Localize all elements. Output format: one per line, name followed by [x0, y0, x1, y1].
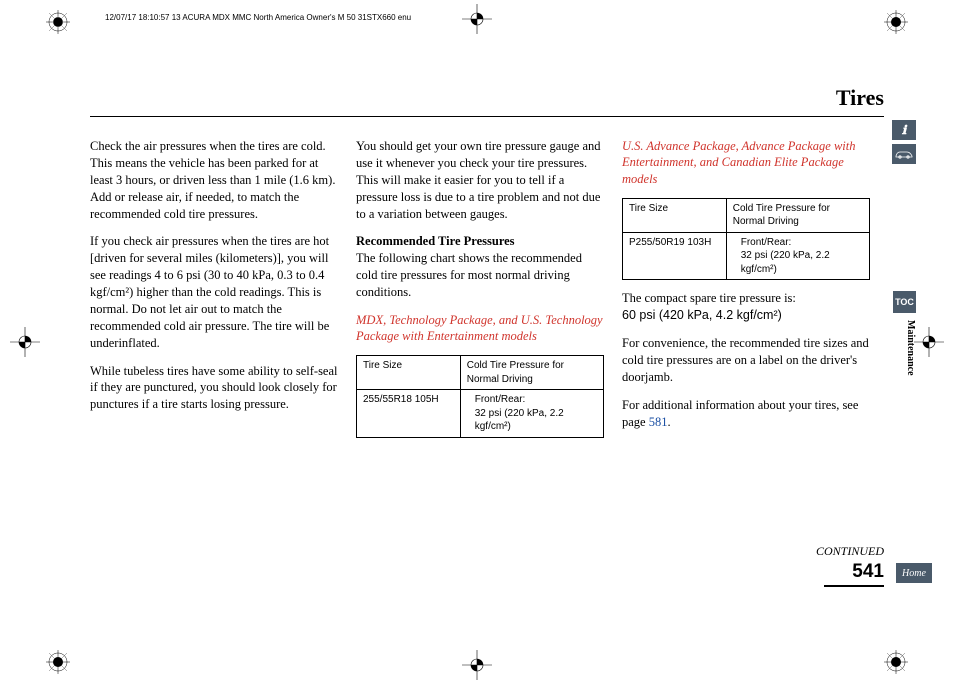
reg-mark — [10, 327, 40, 357]
crop-mark — [884, 650, 908, 674]
td-tire-size: P255/50R19 103H — [623, 232, 727, 280]
para: For additional information about your ti… — [622, 397, 870, 431]
spare-label: The compact spare tire pressure is: — [622, 291, 796, 305]
reg-mark — [914, 327, 944, 357]
section-head: Recommended Tire Pressures — [356, 234, 515, 248]
model-note: MDX, Technology Package, and U.S. Techno… — [356, 312, 604, 345]
th-tire-size: Tire Size — [623, 198, 727, 232]
pagenum-rule — [824, 585, 884, 587]
pressure-value: 32 psi (220 kPa, 2.2 kgf/cm²) — [467, 407, 597, 434]
reg-mark — [462, 4, 492, 34]
para: Recommended Tire Pressures — [356, 233, 604, 250]
td-pressure: Front/Rear: 32 psi (220 kPa, 2.2 kgf/cm²… — [460, 390, 603, 438]
column-2: You should get your own tire pressure ga… — [356, 138, 604, 448]
crop-mark — [46, 650, 70, 674]
para: If you check air pressures when the tire… — [90, 233, 338, 351]
info-tab[interactable]: ℹ — [892, 120, 916, 140]
crop-mark — [46, 10, 70, 34]
info-icon: ℹ — [902, 123, 907, 138]
page-link[interactable]: 581 — [649, 415, 668, 429]
tire-table-1: Tire Size Cold Tire Pressure for Normal … — [356, 355, 604, 438]
toc-tab[interactable]: TOC — [893, 291, 916, 313]
model-note: U.S. Advance Package, Advance Package wi… — [622, 138, 870, 187]
tire-table-2: Tire Size Cold Tire Pressure for Normal … — [622, 198, 870, 281]
reg-mark — [462, 650, 492, 680]
pressure-label: Front/Rear: — [467, 393, 597, 407]
th-pressure: Cold Tire Pressure for Normal Driving — [460, 356, 603, 390]
page-number: 541 — [852, 561, 884, 583]
pressure-label: Front/Rear: — [733, 236, 863, 250]
para: Check the air pressures when the tires a… — [90, 138, 338, 222]
para: For convenience, the recommended tire si… — [622, 335, 870, 386]
header-stamp: 12/07/17 18:10:57 13 ACURA MDX MMC North… — [105, 13, 411, 22]
spare-value: 60 psi (420 kPa, 4.2 kgf/cm²) — [622, 308, 782, 322]
car-tab[interactable] — [892, 144, 916, 164]
car-icon — [895, 149, 913, 159]
para: The following chart shows the recommende… — [356, 250, 604, 301]
section-label: Maintenance — [893, 318, 916, 376]
side-tabs: ℹ — [892, 120, 916, 168]
home-tab[interactable]: Home — [896, 563, 932, 583]
td-tire-size: 255/55R18 105H — [357, 390, 461, 438]
th-tire-size: Tire Size — [357, 356, 461, 390]
continued-label: CONTINUED — [816, 544, 884, 559]
crop-mark — [884, 10, 908, 34]
th-pressure: Cold Tire Pressure for Normal Driving — [726, 198, 869, 232]
para: While tubeless tires have some ability t… — [90, 363, 338, 414]
td-pressure: Front/Rear: 32 psi (220 kPa, 2.2 kgf/cm²… — [726, 232, 869, 280]
column-1: Check the air pressures when the tires a… — [90, 138, 338, 448]
pressure-value: 32 psi (220 kPa, 2.2 kgf/cm²) — [733, 249, 863, 276]
page-title: Tires — [836, 85, 884, 111]
title-rule — [90, 116, 884, 117]
xref-tail: . — [667, 415, 670, 429]
body-columns: Check the air pressures when the tires a… — [90, 138, 870, 448]
column-3: U.S. Advance Package, Advance Package wi… — [622, 138, 870, 448]
para: The compact spare tire pressure is: 60 p… — [622, 290, 870, 324]
para: You should get your own tire pressure ga… — [356, 138, 604, 222]
